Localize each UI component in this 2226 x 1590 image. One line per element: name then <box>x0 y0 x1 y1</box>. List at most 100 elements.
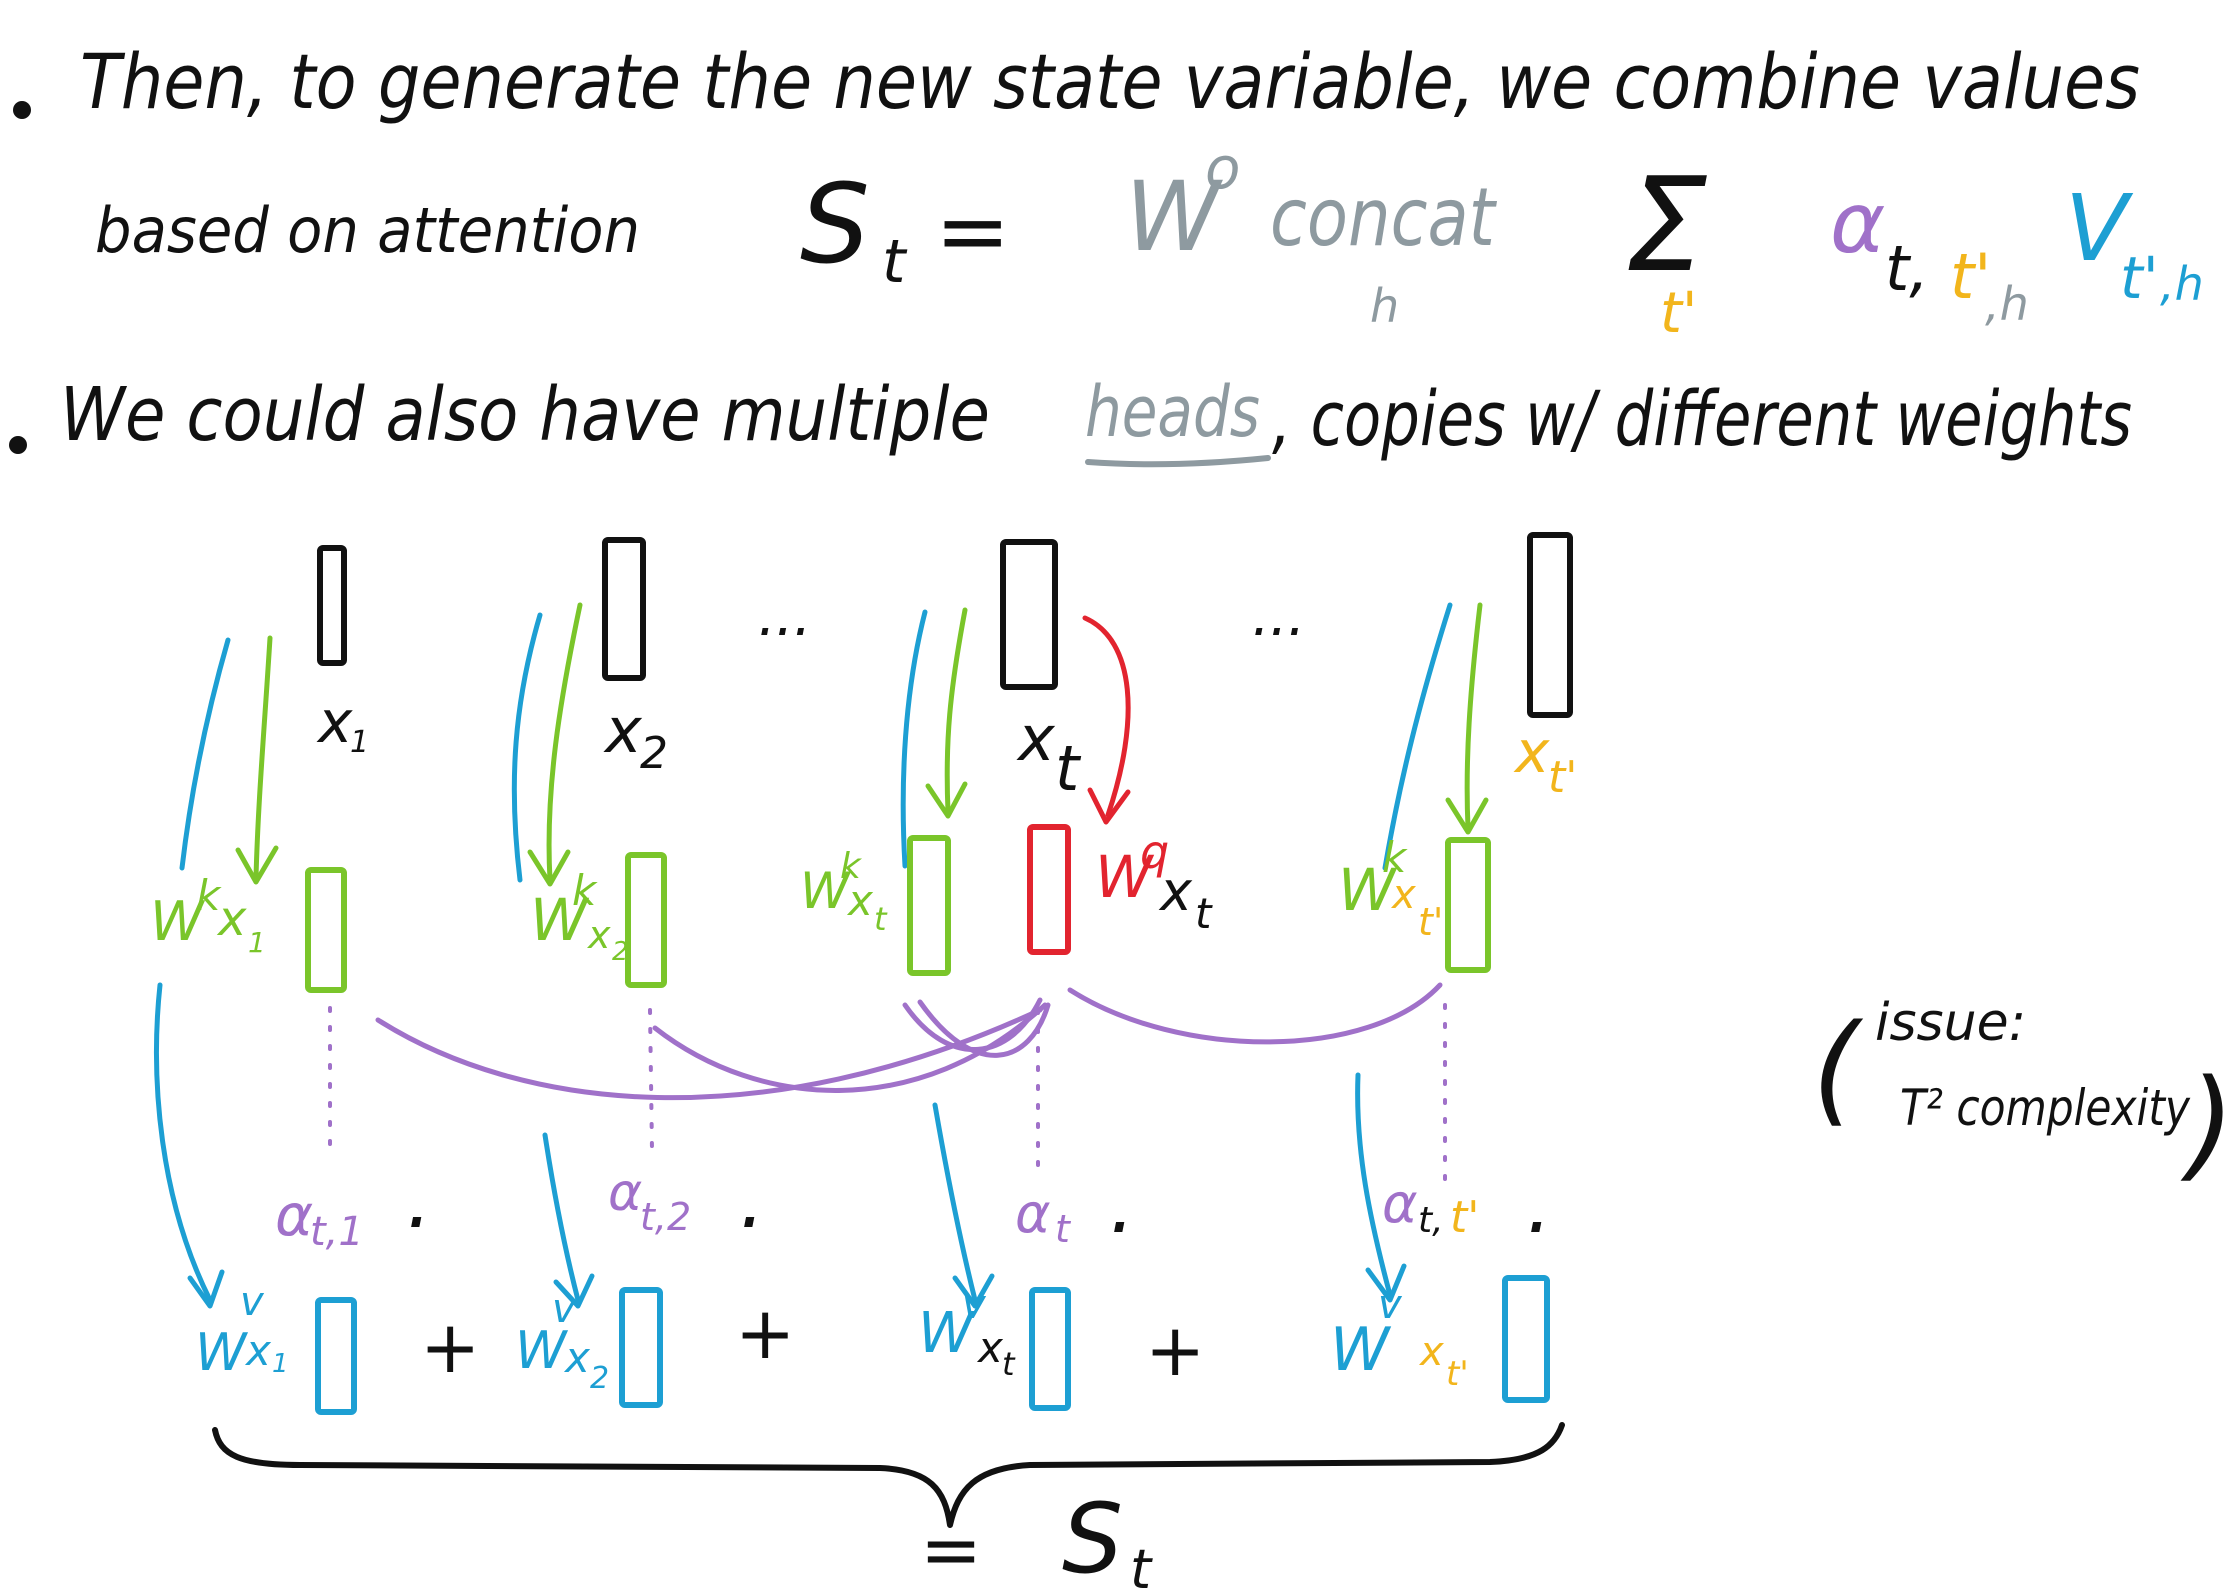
query-x-sub: t <box>1195 889 1213 938</box>
formula-sum: Σ <box>1625 149 1707 301</box>
value-label-1-x: x <box>244 1326 272 1375</box>
note-line-3-lead: We could also have multiple <box>60 372 990 458</box>
value-arrow-tp-head <box>1365 1263 1407 1303</box>
input-vectors <box>317 532 1573 718</box>
note-line-3-tail: , copies w/ different weights <box>1272 374 2132 463</box>
weight-2-alpha: α <box>608 1163 642 1223</box>
brace <box>212 1422 1565 1528</box>
value-label-1-sub: 1 <box>272 1349 289 1379</box>
weight-tp-alpha: α <box>1382 1172 1418 1235</box>
formula-v-sub-tp: t' <box>2120 244 2159 312</box>
aside-line-2: T² complexity <box>1900 1079 2191 1137</box>
input-vector-1 <box>317 545 347 666</box>
key-arrow-tp-head <box>1445 797 1489 835</box>
value-line-2-upper <box>511 612 543 883</box>
attention-weights: α t,1 · α t,2 · α t · α t, t' · <box>275 1163 1547 1274</box>
key-label-2-w: W <box>530 886 590 954</box>
formula-v: V <box>2065 175 2134 282</box>
ellipsis-2: ... <box>1252 584 1305 649</box>
key-arrow-1 <box>253 635 273 881</box>
value-label-2-w: W <box>515 1321 569 1381</box>
value-label-2-sub: 2 <box>590 1361 609 1396</box>
state-formula: S t = W o concat h Σ t' α t, t' ,h V t' … <box>800 134 2204 346</box>
key-arrow-tp <box>1464 602 1483 831</box>
formula-alpha-sub-h: ,h <box>1985 277 2029 331</box>
input-label-1-sub: 1 <box>350 725 369 760</box>
key-label-2-sub: 2 <box>612 937 629 967</box>
key-labels: W k x 1 W k x 2 W k x t W k x t' <box>150 833 1443 967</box>
weight-2-dot: · <box>735 1176 760 1269</box>
input-label-tp: x <box>1513 718 1550 786</box>
key-label-1-sub: 1 <box>248 926 266 959</box>
input-label-t-sub: t <box>1055 732 1082 805</box>
value-arrows-upper <box>179 602 1453 883</box>
formula-alpha-sub-tp: t' <box>1950 240 1991 313</box>
arc-query-to-key-tp <box>1067 982 1443 1045</box>
key-arrow-2-head <box>527 849 571 887</box>
arc-query-to-key-t <box>902 997 1043 1053</box>
value-label-1-sup: v <box>240 1279 265 1325</box>
key-label-tp-w: W <box>1338 856 1398 924</box>
key-label-1-x: x <box>216 891 247 947</box>
aside-paren-close: ) <box>2180 1055 2226 1194</box>
value-label-tp-w: W <box>1330 1315 1392 1385</box>
plus-1: + <box>420 1305 480 1389</box>
key-label-1-sup: k <box>196 871 222 920</box>
key-vector-1 <box>305 867 347 993</box>
value-arrow-2-head <box>553 1273 595 1309</box>
key-label-t-x: x <box>846 876 874 925</box>
query-arrow-head <box>1087 787 1131 825</box>
value-vector-t <box>1029 1287 1071 1411</box>
formula-alpha: α <box>1830 174 1885 272</box>
key-vector-2 <box>625 852 667 988</box>
aside-line-1: issue: <box>1875 993 2026 1053</box>
value-line-tp-upper <box>1382 602 1453 871</box>
key-label-t-sub: t <box>874 900 888 938</box>
sum-brace: = S t <box>212 1422 1565 1590</box>
value-line-1-upper <box>179 637 231 871</box>
value-arrow-1 <box>154 982 213 1303</box>
query-x: x <box>1158 860 1193 923</box>
value-arrow-t-head <box>952 1273 995 1309</box>
query-sup: q <box>1140 825 1169 879</box>
value-label-2-x: x <box>563 1333 591 1382</box>
input-label-2: x <box>603 694 643 767</box>
weight-1-alpha: α <box>275 1181 313 1249</box>
plus-3: + <box>1145 1308 1205 1392</box>
weight-t-sub: t <box>1055 1207 1072 1251</box>
formula-w-sup: o <box>1205 134 1241 202</box>
input-label-tp-sub: t' <box>1548 752 1577 803</box>
value-label-t-sub: t <box>1002 1345 1016 1383</box>
input-label-t: x <box>1016 702 1056 775</box>
query-projection: W q x t <box>1027 615 1213 955</box>
result-s: S <box>1062 1483 1123 1590</box>
value-label-tp-sup: v <box>1378 1282 1403 1328</box>
formula-equals: = <box>935 179 1010 284</box>
key-label-t-w: W <box>800 862 851 920</box>
result-s-sub: t <box>1130 1538 1153 1590</box>
key-arrow-1-head <box>235 845 279 885</box>
key-arrows <box>235 602 1489 887</box>
value-label-1-w: W <box>195 1323 249 1383</box>
weight-t-dot: · <box>1105 1181 1130 1274</box>
input-label-1: x <box>316 688 353 756</box>
key-arrow-t <box>944 607 968 815</box>
attention-arcs <box>375 982 1443 1101</box>
value-label-tp-x: x <box>1418 1329 1444 1375</box>
note-line-3-heads: heads <box>1085 371 1260 453</box>
value-labels: W v x 1 W v x 2 W v x t W v x t' <box>195 1279 1469 1396</box>
weight-tp-sub-a: t, <box>1418 1200 1444 1241</box>
value-arrows-lower <box>154 982 1407 1309</box>
value-vector-2 <box>619 1287 663 1408</box>
bullet-2 <box>9 436 27 454</box>
key-label-tp-sup: k <box>1382 833 1408 882</box>
key-label-t-sup: k <box>840 846 863 887</box>
weight-t-alpha: α <box>1015 1182 1051 1245</box>
input-vector-2 <box>602 537 646 681</box>
key-arrow-t-head <box>925 781 968 819</box>
value-label-t-w: W <box>918 1301 976 1366</box>
input-vector-tp <box>1527 532 1573 718</box>
heads-underline <box>1085 455 1271 468</box>
formula-w: W <box>1125 161 1223 273</box>
complexity-aside: ( issue: T² complexity ) <box>1812 993 2226 1194</box>
